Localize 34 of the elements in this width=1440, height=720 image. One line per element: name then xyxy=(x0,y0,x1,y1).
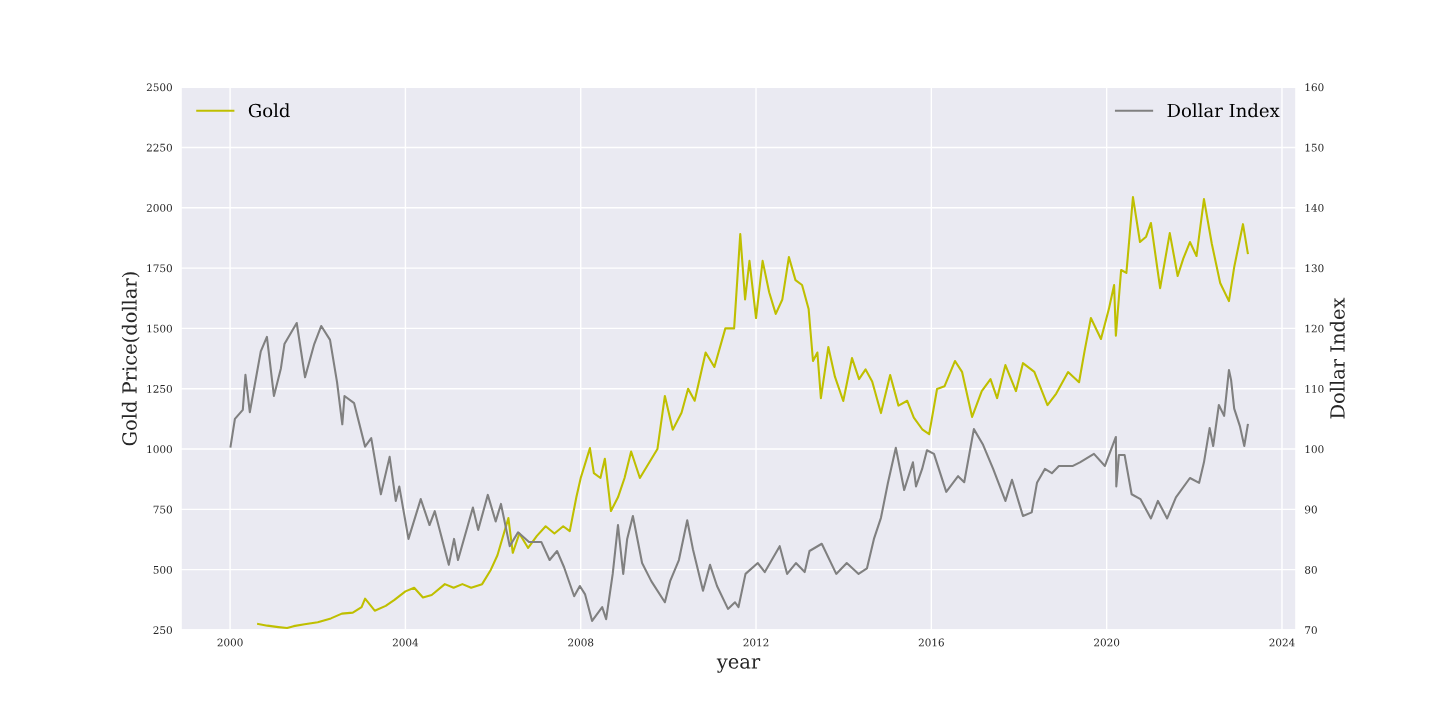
x-tick-label: 2000 xyxy=(217,638,243,647)
y2-tick-label: 100 xyxy=(1305,445,1324,454)
y2-tick-label: 80 xyxy=(1305,565,1317,574)
y-axis-title: Gold Price(dollar) xyxy=(121,272,140,446)
y2-tick-label: 70 xyxy=(1305,626,1317,635)
x-axis-title: year xyxy=(716,658,761,673)
y2-axis-title: Dollar Index xyxy=(1329,297,1345,419)
x-tick-label: 2024 xyxy=(1269,638,1295,647)
line-series xyxy=(257,196,1249,630)
y-tick-label: 1750 xyxy=(147,264,172,273)
y2-tick-label: 150 xyxy=(1305,143,1324,152)
legend-label: Dollar Index xyxy=(1167,103,1280,118)
y2-tick-label: 160 xyxy=(1305,83,1324,92)
x-tick-label: 2004 xyxy=(392,638,419,647)
y2-tick-label: 120 xyxy=(1305,324,1324,333)
x-tick-label: 2016 xyxy=(918,638,944,647)
y-tick-label: 1000 xyxy=(147,445,172,454)
y2-tick-label: 110 xyxy=(1305,384,1324,393)
y2-tick-label: 130 xyxy=(1305,264,1324,273)
y-tick-label: 500 xyxy=(153,565,172,574)
line-series xyxy=(229,321,1249,622)
y-tick-label: 750 xyxy=(153,505,172,514)
y-tick-label: 1500 xyxy=(147,324,172,333)
x-tick-label: 2008 xyxy=(568,638,594,647)
y-tick-label: 1250 xyxy=(147,384,172,393)
legend-label: Gold xyxy=(248,103,290,118)
y-tick-label: 2000 xyxy=(146,203,172,212)
y2-tick-label: 140 xyxy=(1305,203,1324,212)
x-tick-label: 2020 xyxy=(1094,638,1120,647)
y-tick-label: 2250 xyxy=(146,143,172,152)
x-tick-label: 2012 xyxy=(743,638,769,647)
y-tick-label: 250 xyxy=(153,626,172,635)
y2-tick-label: 90 xyxy=(1304,505,1317,514)
y-tick-label: 2500 xyxy=(146,83,172,92)
